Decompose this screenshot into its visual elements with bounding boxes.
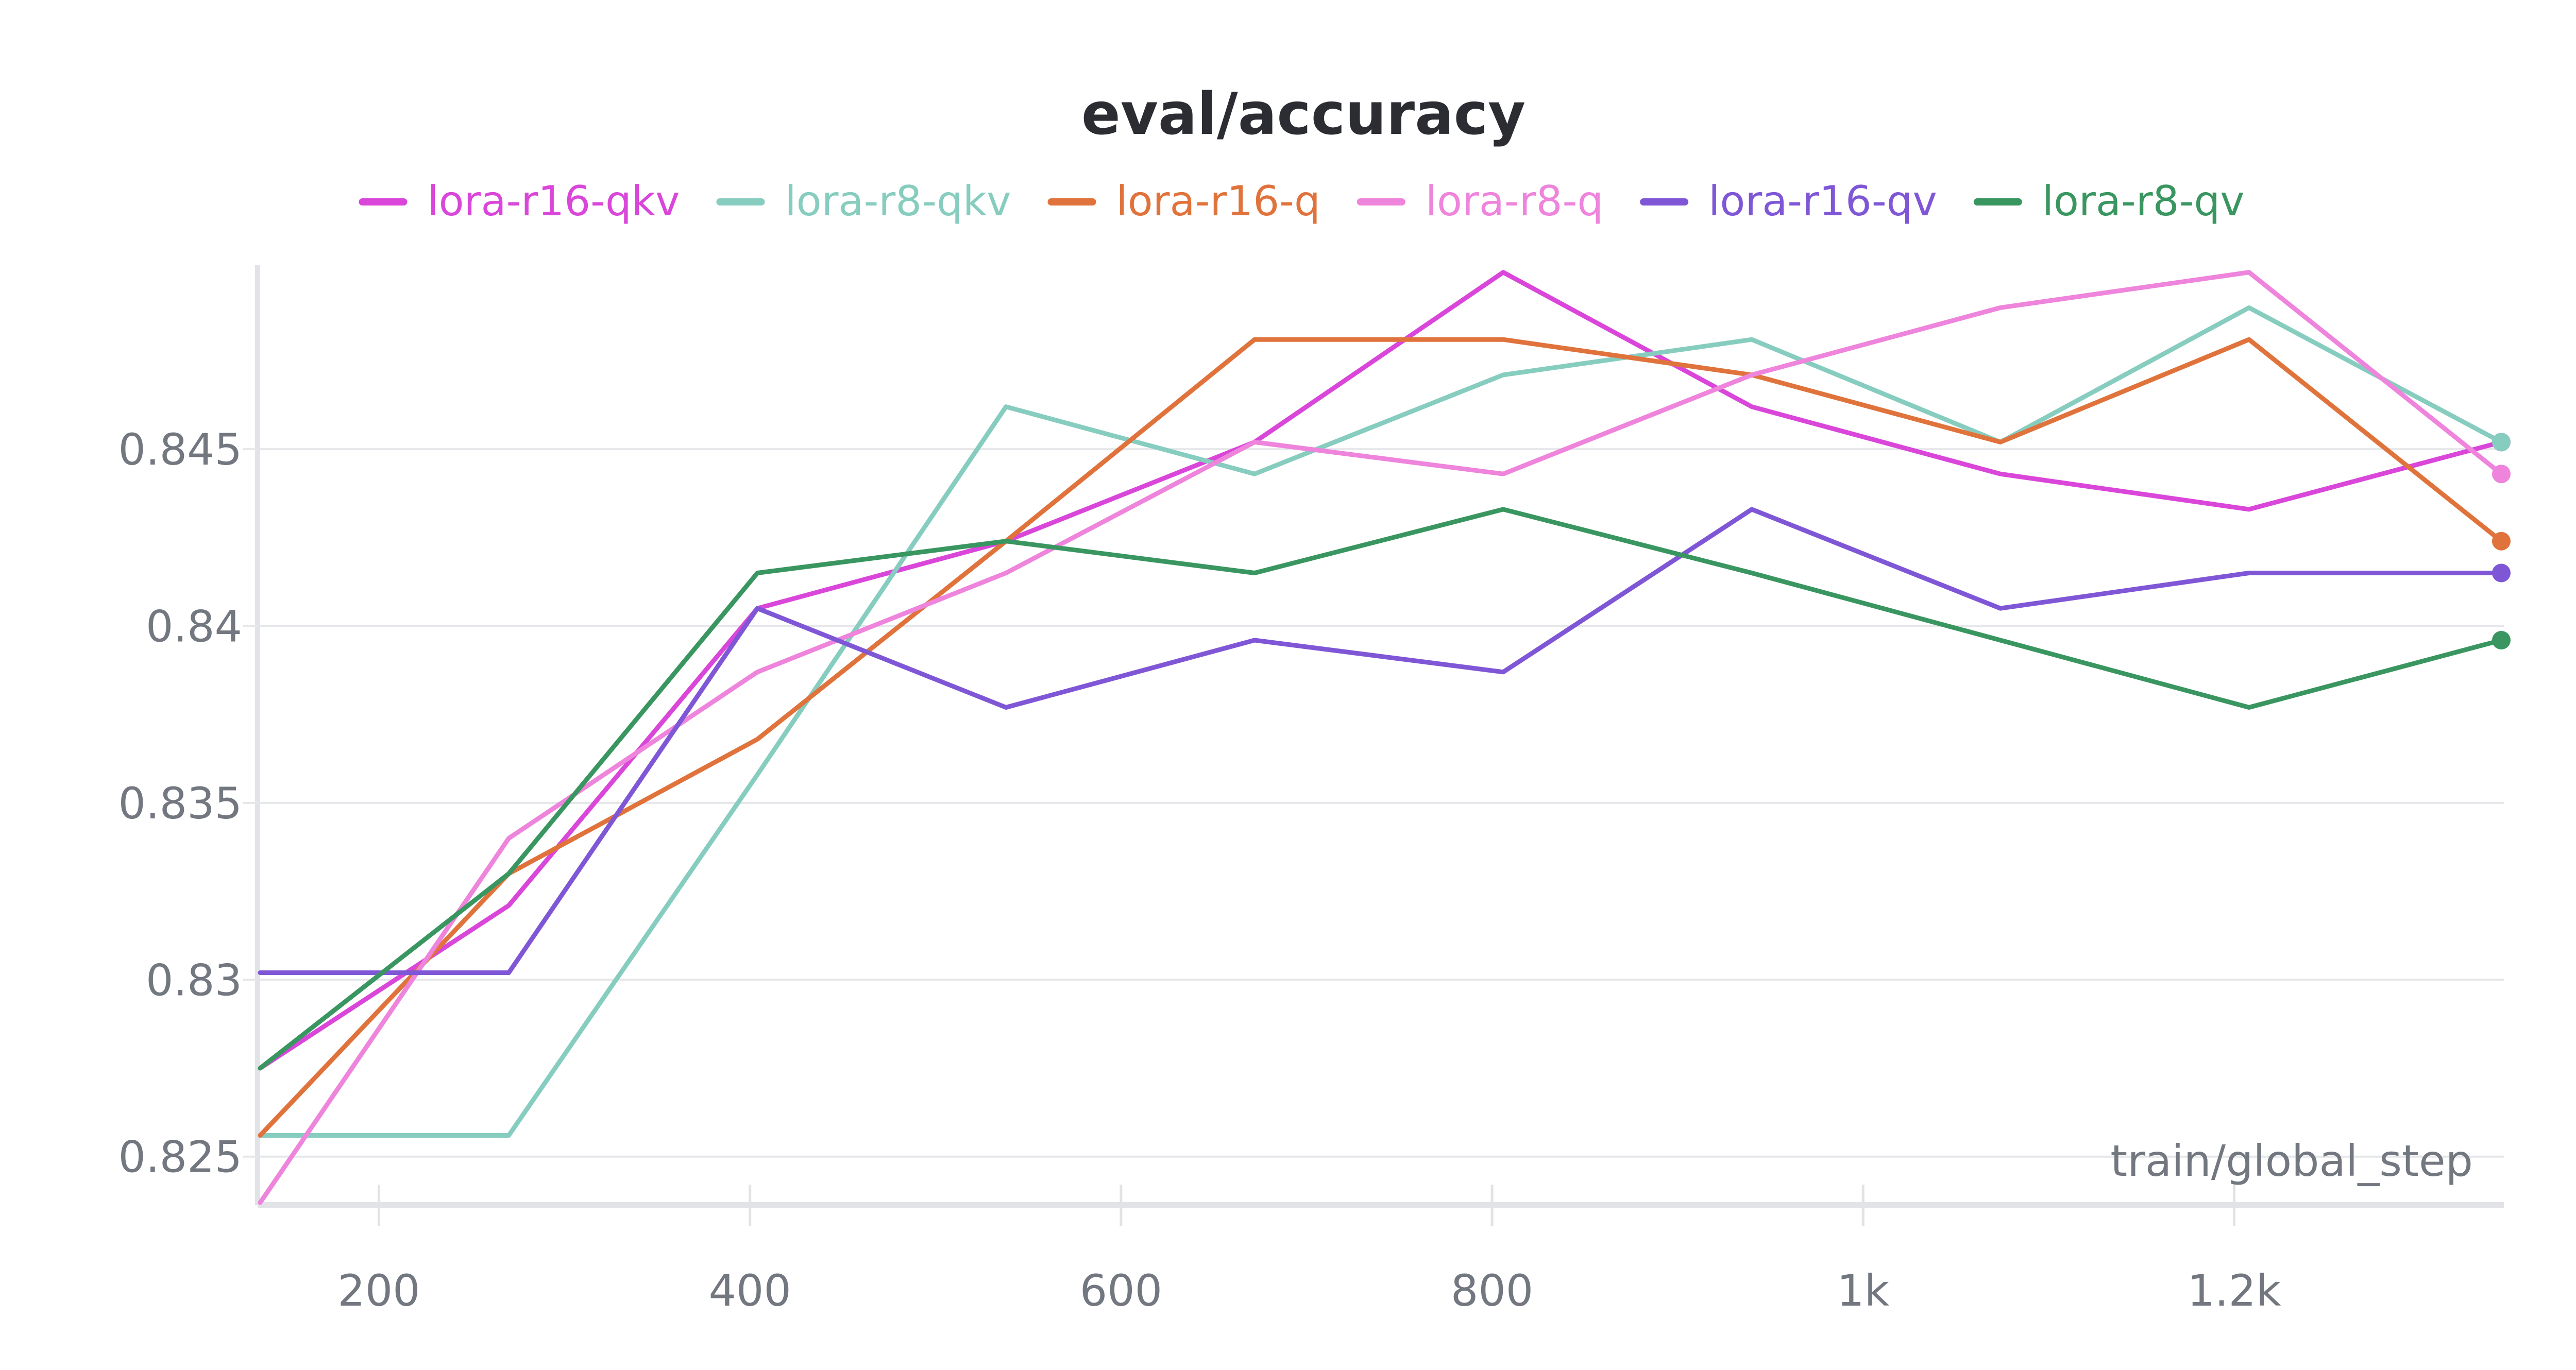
- axes: [255, 265, 2504, 1208]
- series-line-lora-r8-qkv: [258, 305, 2504, 1138]
- series-end-point-lora-r8-qv: [2492, 631, 2511, 649]
- series-end-point-lora-r8-q: [2492, 465, 2511, 484]
- legend-label: lora-r8-q: [1426, 177, 1603, 225]
- legend-item-lora-r8-qkv[interactable]: lora-r8-qkv: [716, 177, 1011, 225]
- y-tick-label: 0.84: [146, 602, 242, 652]
- x-tick-label: 1k: [1837, 1265, 1889, 1316]
- legend-label: lora-r16-qkv: [427, 177, 680, 225]
- series-layer: [258, 270, 2511, 1205]
- x-tick-label: 400: [708, 1265, 791, 1316]
- x-axis-ticks: 200 400 600 800 1k 1.2k: [337, 1185, 2281, 1316]
- legend-item-lora-r16-qv[interactable]: lora-r16-qv: [1640, 177, 1937, 225]
- legend-label: lora-r16-q: [1116, 177, 1320, 225]
- series-line-lora-r8-q: [258, 270, 2504, 1205]
- y-axis-ticks: 0.825 0.83 0.835 0.84 0.845: [118, 424, 258, 1183]
- series-line-lora-r16-qv: [258, 507, 2504, 975]
- chart-title: eval/accuracy: [1081, 81, 1526, 148]
- x-tick-label: 800: [1451, 1265, 1533, 1316]
- series-end-point-lora-r8-qkv: [2492, 433, 2511, 452]
- x-tick-label: 200: [337, 1265, 420, 1316]
- x-tick-label: 600: [1080, 1265, 1162, 1316]
- series-line-lora-r16-q: [258, 337, 2504, 1138]
- series-line-lora-r8-qv: [258, 507, 2504, 1071]
- x-axis-title: train/global_step: [2110, 1136, 2473, 1186]
- series-line-lora-r16-qkv: [258, 270, 2504, 1071]
- y-tick-label: 0.845: [118, 424, 242, 475]
- legend-label: lora-r16-qv: [1708, 177, 1937, 225]
- y-tick-label: 0.835: [118, 778, 242, 829]
- legend-label: lora-r8-qkv: [785, 177, 1011, 225]
- grid-lines: [258, 448, 2504, 1158]
- legend-item-lora-r8-qv[interactable]: lora-r8-qv: [1973, 177, 2245, 225]
- y-tick-label: 0.825: [118, 1132, 242, 1183]
- x-tick-label: 1.2k: [2187, 1265, 2281, 1316]
- legend-item-lora-r8-q[interactable]: lora-r8-q: [1357, 177, 1603, 225]
- series-end-point-lora-r16-qv: [2492, 563, 2511, 583]
- legend-item-lora-r16-qkv[interactable]: lora-r16-qkv: [359, 177, 680, 225]
- legend-item-lora-r16-q[interactable]: lora-r16-q: [1047, 177, 1320, 225]
- legend: lora-r16-qkv lora-r8-qkv lora-r16-q lora-r8…: [359, 177, 2245, 225]
- y-tick-label: 0.83: [146, 955, 242, 1005]
- legend-label: lora-r8-qv: [2042, 177, 2245, 225]
- series-end-point-lora-r16-q: [2492, 532, 2511, 551]
